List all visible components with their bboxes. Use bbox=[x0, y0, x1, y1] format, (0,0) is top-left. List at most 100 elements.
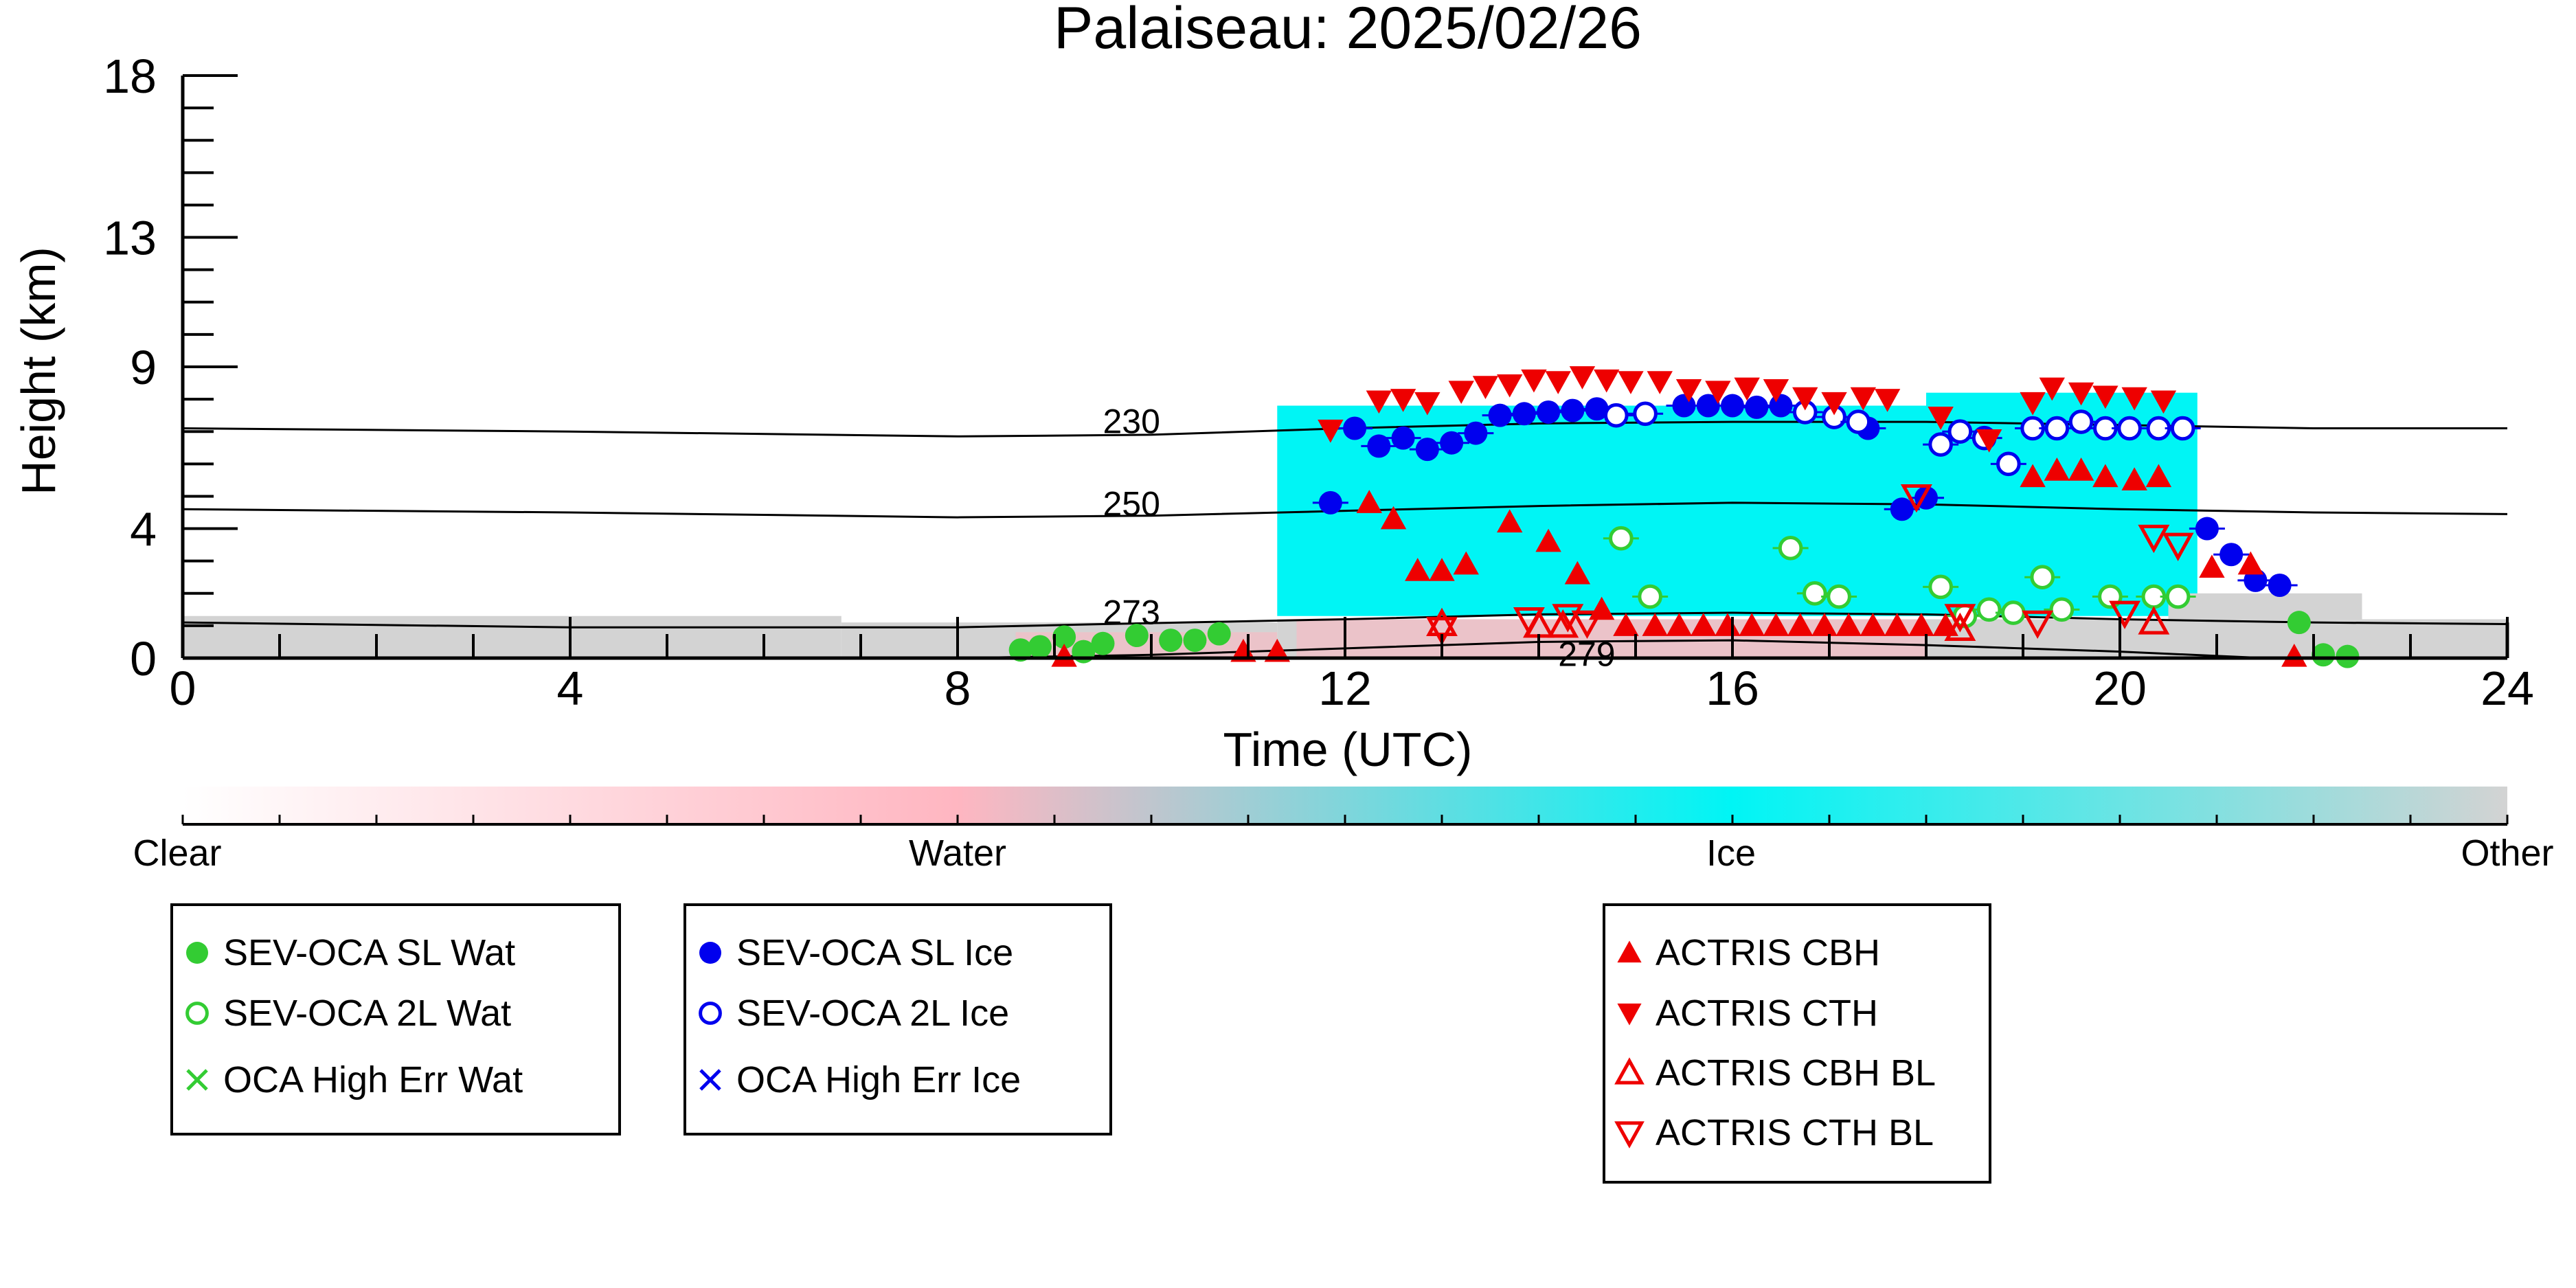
actris-cth-bl-point bbox=[2138, 524, 2170, 554]
x-tick-label: 20 bbox=[2093, 662, 2147, 715]
actris-cbh-point bbox=[1763, 613, 1789, 636]
legend-marker-oca-high-err-wat bbox=[186, 1069, 208, 1091]
sev-oca-sl-ice-point bbox=[2244, 568, 2268, 592]
actris-cbh-point bbox=[1715, 613, 1741, 636]
actris-cbh-point bbox=[2199, 554, 2225, 578]
isotherm-250 bbox=[182, 501, 2508, 519]
actris-cth-point bbox=[1366, 390, 1392, 414]
sev-oca-2l-ice-point bbox=[1604, 403, 1629, 428]
sev-oca-sl-ice-point bbox=[1769, 394, 1793, 418]
actris-cth-bl-point bbox=[1571, 610, 1603, 640]
isotherm-label-279: 279 bbox=[1558, 635, 1615, 674]
y-tick-label: 9 bbox=[130, 341, 157, 394]
actris-cbh-point bbox=[1497, 509, 1523, 533]
sev-oca-sl-ice-point bbox=[1890, 497, 1914, 521]
sev-oca-sl-ice-point bbox=[2268, 574, 2292, 597]
x-tick-label: 4 bbox=[557, 662, 584, 715]
actris-cbh-point bbox=[1613, 613, 1639, 636]
sev-oca-sl-wat-point bbox=[1207, 622, 1231, 646]
actris-cbh-point bbox=[1691, 613, 1717, 636]
actris-cth-point bbox=[1850, 387, 1877, 411]
actris-cbh-point bbox=[1535, 528, 1561, 552]
sev-oca-2l-ice-point bbox=[1846, 409, 1871, 434]
sev-oca-2l-wat-point bbox=[1778, 536, 1803, 561]
actris-cth-point bbox=[1874, 389, 1901, 412]
sev-oca-sl-ice-point bbox=[1488, 403, 1512, 427]
sev-oca-2l-ice-point bbox=[2117, 416, 2142, 441]
x-tick-label: 8 bbox=[945, 662, 971, 715]
actris-cbh-point bbox=[1356, 490, 1382, 513]
sev-oca-2l-ice-point bbox=[2044, 416, 2070, 441]
legend-marker-oca-high-err-ice bbox=[699, 1069, 721, 1091]
actris-cbh-point bbox=[1588, 596, 1615, 620]
sev-oca-2l-wat-point bbox=[1609, 526, 1634, 551]
sev-oca-sl-ice-point bbox=[1367, 434, 1391, 458]
actris-cbh-point bbox=[1787, 613, 1814, 636]
x-axis-label: Time (UTC) bbox=[1223, 723, 1473, 776]
sev-oca-sl-ice-point bbox=[1696, 394, 1720, 418]
sev-oca-sl-wat-point bbox=[1183, 629, 1207, 653]
actris-cbh-point bbox=[1453, 551, 1479, 575]
sev-oca-2l-ice-point bbox=[1947, 419, 1973, 444]
actris-cth-bl-point bbox=[2109, 600, 2140, 629]
sev-oca-sl-ice-point bbox=[1537, 400, 1561, 424]
legend-label-actris-cth-bl: ACTRIS CTH BL bbox=[1656, 1112, 1934, 1153]
colorbar-label-ice: Ice bbox=[1706, 833, 1756, 874]
actris-cth-point bbox=[1763, 379, 1789, 403]
legend-label-sev-oca-2l-wat: SEV-OCA 2L Wat bbox=[223, 993, 511, 1034]
actris-cbh-point bbox=[2044, 457, 2070, 481]
actris-cbh-point bbox=[2068, 457, 2094, 481]
actris-cbh-point bbox=[1835, 613, 1862, 636]
sev-oca-2l-ice-point bbox=[1928, 432, 1953, 457]
sev-oca-2l-wat-point bbox=[2030, 565, 2055, 590]
legend-label-actris-cbh: ACTRIS CBH bbox=[1656, 932, 1880, 973]
actris-cth-point bbox=[1594, 369, 1620, 393]
sev-oca-sl-ice-point bbox=[1561, 398, 1585, 422]
isotherm-label-230: 230 bbox=[1103, 402, 1160, 440]
y-tick-label: 18 bbox=[103, 49, 157, 103]
sev-oca-sl-wat-point bbox=[2287, 611, 2311, 635]
actris-cth-bl-point bbox=[1944, 604, 1976, 633]
x-tick-label: 24 bbox=[2481, 662, 2534, 715]
actris-cbh-point bbox=[1860, 613, 1886, 636]
y-tick-label: 0 bbox=[130, 632, 157, 686]
actris-cth-point bbox=[1545, 371, 1571, 394]
actris-cth-point bbox=[1928, 407, 1954, 430]
sev-oca-2l-wat-point bbox=[1827, 584, 1851, 609]
sev-oca-2l-ice-point bbox=[2068, 409, 2094, 434]
legend-marker-actris-cbh bbox=[1617, 940, 1642, 963]
actris-cbh-point bbox=[2092, 464, 2119, 488]
axes: 0 4 9 13 18 0 4 8 12 16 20 24 bbox=[103, 49, 2534, 715]
sev-oca-sl-ice-point bbox=[1391, 426, 1415, 450]
actris-cth-point bbox=[1675, 379, 1702, 403]
actris-cth-point bbox=[1705, 381, 1731, 405]
actris-cbh-point bbox=[1051, 643, 1077, 667]
actris-cth-point bbox=[1792, 387, 1818, 411]
region-other bbox=[183, 615, 841, 658]
isotherm-label-250: 250 bbox=[1103, 485, 1160, 523]
actris-cth-point bbox=[1497, 374, 1523, 398]
y-axis-label: Height (km) bbox=[12, 247, 65, 495]
actris-cth-point bbox=[1521, 369, 1547, 393]
sev-oca-sl-ice-point bbox=[2195, 517, 2219, 541]
legend-label-actris-cth: ACTRIS CTH bbox=[1656, 993, 1878, 1034]
sev-oca-2l-wat-point bbox=[1976, 597, 2002, 622]
sev-oca-sl-wat-point bbox=[1125, 624, 1149, 648]
actris-cbh-point bbox=[2145, 464, 2172, 488]
sev-oca-2l-wat-point bbox=[1928, 574, 1953, 600]
legend-marker-sev-oca-2l-wat bbox=[185, 1002, 209, 1025]
actris-cbh-bl-point bbox=[2138, 606, 2170, 635]
sev-oca-2l-wat-point bbox=[2049, 597, 2075, 622]
sev-oca-sl-wat-point bbox=[1052, 625, 1076, 649]
sev-oca-2l-wat-point bbox=[1803, 580, 1827, 606]
actris-cth-point bbox=[2068, 382, 2094, 406]
sev-oca-sl-wat-point bbox=[1159, 629, 1183, 653]
sev-oca-sl-ice-point bbox=[1464, 421, 1488, 445]
legend-label-sev-oca-2l-ice: SEV-OCA 2L Ice bbox=[736, 993, 1009, 1034]
legend-label-oca-high-err-ice: OCA High Err Ice bbox=[736, 1059, 1021, 1100]
actris-cbh-point bbox=[1380, 506, 1407, 530]
sev-oca-sl-wat-point bbox=[1008, 638, 1032, 662]
legend-label-oca-high-err-wat: OCA High Err Wat bbox=[223, 1059, 523, 1100]
sev-oca-sl-ice-point bbox=[1512, 402, 1536, 426]
x-tick-label: 16 bbox=[1706, 662, 1759, 715]
